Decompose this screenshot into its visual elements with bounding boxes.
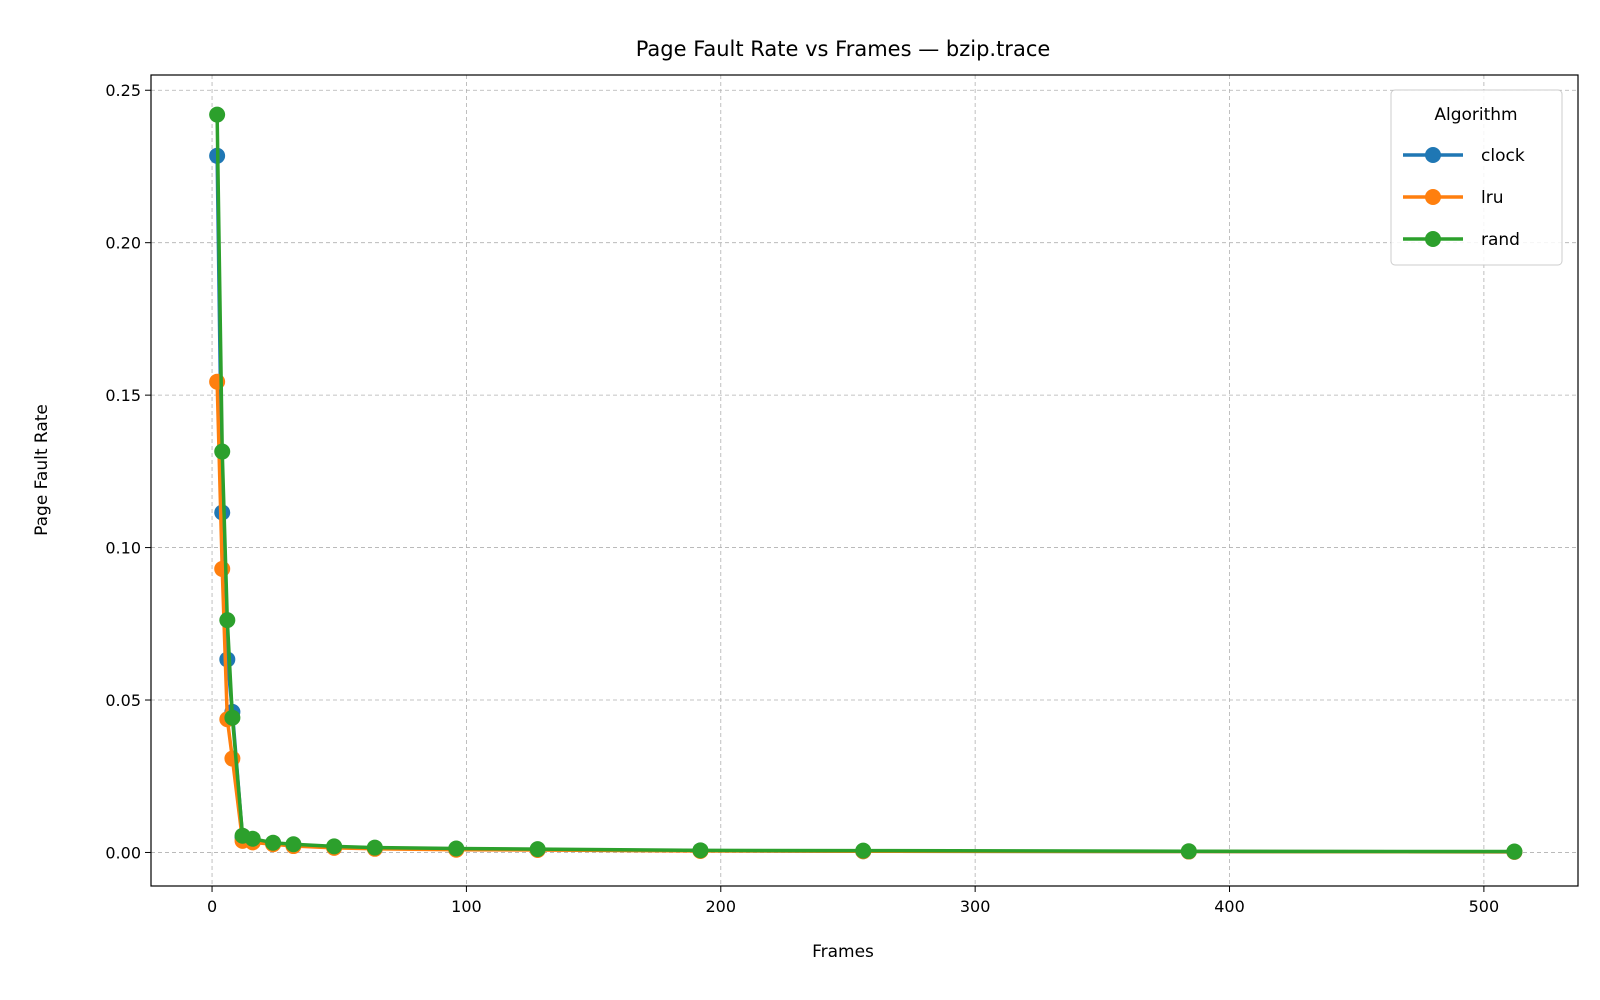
data-point-rand	[285, 836, 302, 853]
y-axis-ticks: 0.00 0.05 0.10 0.15 0.20 0.25	[105, 81, 151, 862]
data-point-rand	[448, 840, 465, 857]
series-layer	[209, 106, 1523, 860]
y-tick-label: 0.25	[105, 81, 141, 100]
x-tick-label: 200	[706, 897, 737, 916]
data-point-clock	[219, 651, 236, 668]
x-tick-label: 100	[451, 897, 482, 916]
legend-label: lru	[1481, 188, 1504, 208]
x-axis-label: Frames	[812, 942, 874, 962]
y-tick-label: 0.15	[105, 386, 141, 405]
x-tick-label: 0	[207, 897, 217, 916]
x-tick-label: 500	[1469, 897, 1500, 916]
data-point-rand	[214, 443, 231, 460]
legend-swatch-marker	[1425, 231, 1441, 247]
data-point-rand	[1506, 843, 1523, 860]
x-tick-label: 400	[1214, 897, 1245, 916]
data-point-rand	[692, 842, 709, 859]
data-point-lru	[214, 560, 231, 577]
series-rand	[209, 106, 1523, 860]
legend-label: clock	[1481, 146, 1525, 166]
legend-label: rand	[1481, 230, 1520, 250]
data-point-rand	[219, 612, 236, 629]
legend-swatch-marker	[1425, 147, 1441, 163]
data-point-rand	[366, 839, 383, 856]
legend-swatch-marker	[1425, 189, 1441, 205]
legend-item-rand: rand	[1403, 230, 1520, 250]
y-tick-label: 0.10	[105, 539, 141, 558]
y-tick-label: 0.20	[105, 234, 141, 253]
x-axis-ticks: 0 100 200 300 400 500	[207, 886, 1499, 916]
data-point-rand	[855, 842, 872, 859]
legend-item-clock: clock	[1403, 146, 1525, 166]
data-point-rand	[326, 838, 343, 855]
chart-title: Page Fault Rate vs Frames — bzip.trace	[636, 37, 1051, 61]
data-point-rand	[529, 841, 546, 858]
legend-box	[1390, 89, 1563, 266]
legend-title: Algorithm	[1434, 105, 1517, 125]
data-point-rand	[265, 834, 282, 851]
data-point-rand	[244, 830, 261, 847]
legend-items: clock lru rand	[1403, 146, 1525, 250]
data-point-rand	[224, 709, 241, 726]
y-tick-label: 0.00	[105, 843, 141, 862]
x-tick-label: 300	[960, 897, 991, 916]
data-point-rand	[1180, 843, 1197, 860]
data-point-rand	[209, 106, 226, 123]
legend: Algorithm clock lru rand	[1390, 89, 1563, 266]
y-tick-label: 0.05	[105, 691, 141, 710]
series-line-rand	[215, 114, 1515, 854]
plot-frame	[150, 74, 1579, 887]
legend-item-lru: lru	[1403, 188, 1504, 208]
y-axis-label: Page Fault Rate	[32, 404, 52, 536]
